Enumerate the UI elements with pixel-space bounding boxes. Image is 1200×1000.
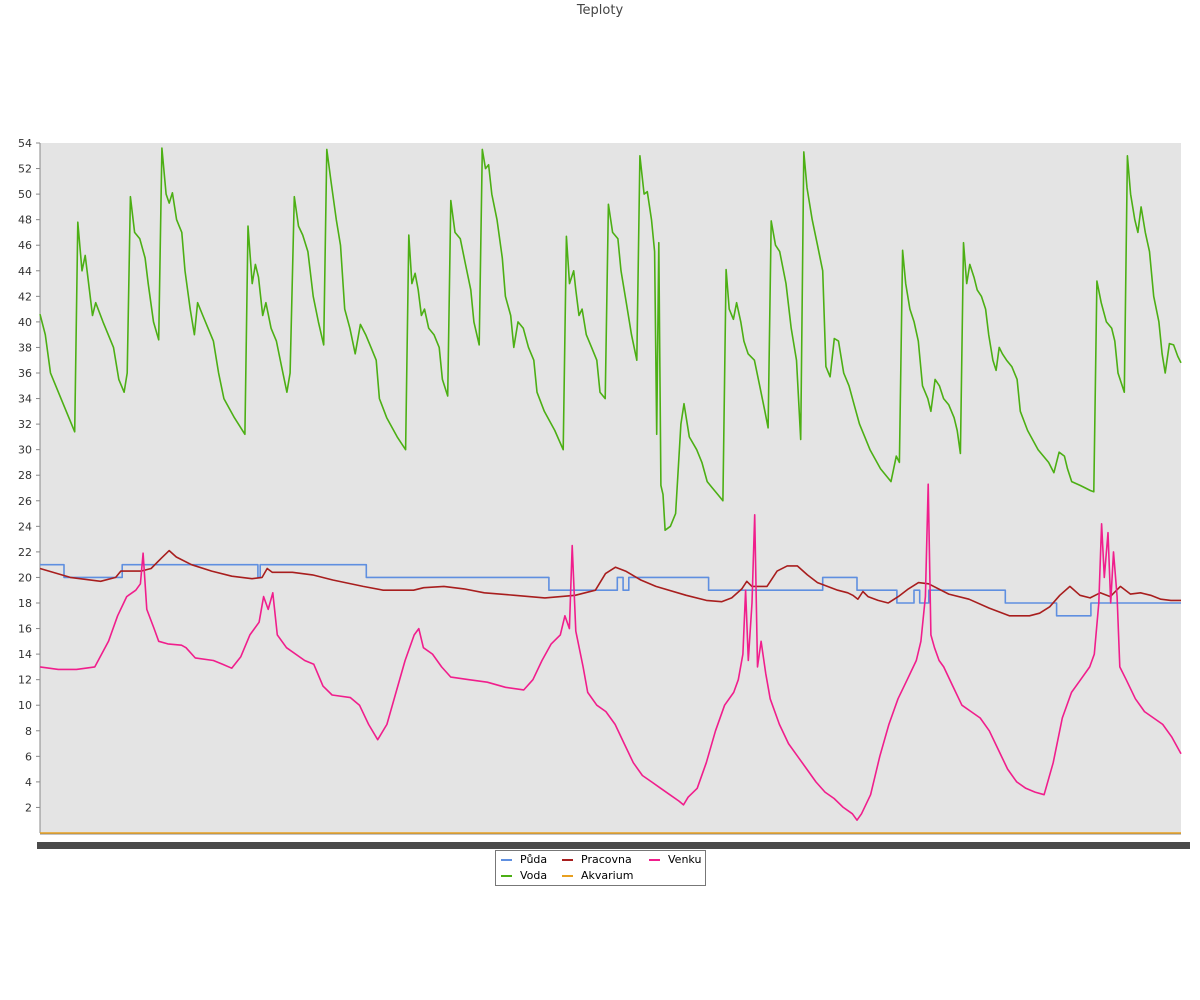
y-tick-label: 38: [18, 341, 32, 354]
legend-label-voda: Voda: [520, 869, 548, 882]
y-tick-label: 14: [18, 648, 32, 661]
y-tick-label: 26: [18, 495, 32, 508]
plot-area: [40, 143, 1181, 833]
series-line-voda: [39, 147, 1182, 531]
series-line-pracovna: [39, 549, 1181, 617]
y-tick-label: 50: [18, 188, 32, 201]
legend: Půda Pracovna Venku Voda Akvarium: [495, 850, 706, 886]
legend-swatch-puda: [501, 859, 512, 861]
y-tick-label: 2: [25, 801, 32, 814]
x-tick-labels-overlapped: [37, 842, 1190, 849]
y-tick-label: 6: [25, 750, 32, 763]
legend-label-venku: Venku: [668, 853, 702, 866]
legend-swatch-akvarium: [562, 875, 573, 877]
legend-swatch-venku: [649, 859, 660, 861]
y-tick-label: 18: [18, 597, 32, 610]
y-tick-label: 16: [18, 623, 32, 636]
chart-title: Teploty: [576, 3, 624, 18]
y-tick-label: 36: [18, 367, 32, 380]
y-tick-label: 34: [18, 393, 32, 406]
y-tick-label: 8: [25, 725, 32, 738]
y-tick-label: 44: [18, 265, 32, 278]
series-line-venku: [39, 483, 1182, 821]
y-tick-label: 48: [18, 214, 32, 227]
legend-label-pracovna: Pracovna: [581, 853, 632, 866]
legend-swatch-voda: [501, 875, 512, 877]
legend-label-puda: Půda: [520, 853, 548, 866]
x-axis: [37, 833, 1190, 849]
y-tick-label: 32: [18, 418, 32, 431]
y-tick-label: 20: [18, 571, 32, 584]
legend-swatch-pracovna: [562, 859, 573, 861]
y-tick-label: 22: [18, 546, 32, 559]
y-tick-label: 4: [25, 776, 32, 789]
y-tick-label: 42: [18, 290, 32, 303]
y-tick-label: 12: [18, 674, 32, 687]
y-tick-label: 24: [18, 520, 32, 533]
y-tick-label: 10: [18, 699, 32, 712]
y-tick-label: 52: [18, 163, 32, 176]
y-tick-label: 30: [18, 444, 32, 457]
series-layer: [39, 147, 1182, 834]
y-tick-label: 46: [18, 239, 32, 252]
y-tick-label: 54: [18, 137, 32, 150]
y-tick-label: 28: [18, 469, 32, 482]
y-tick-label: 40: [18, 316, 32, 329]
legend-label-akvarium: Akvarium: [581, 869, 634, 882]
y-axis: 2468101214161820222426283032343638404244…: [18, 137, 41, 833]
